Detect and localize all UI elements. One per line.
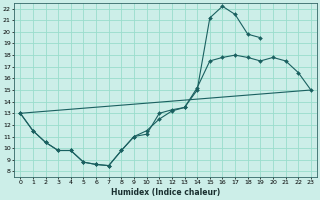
X-axis label: Humidex (Indice chaleur): Humidex (Indice chaleur) bbox=[111, 188, 220, 197]
